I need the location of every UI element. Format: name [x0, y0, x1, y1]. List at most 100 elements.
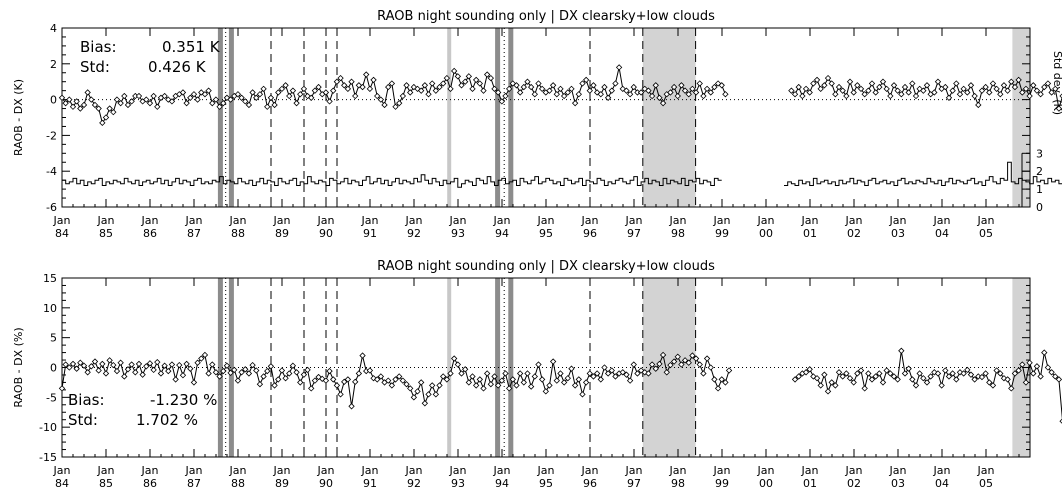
- data-point: [791, 91, 799, 98]
- data-point: [77, 359, 84, 366]
- data-point: [473, 382, 480, 389]
- data-point: [509, 376, 516, 383]
- data-point: [385, 83, 392, 91]
- data-point: [597, 376, 604, 383]
- data-point: [443, 376, 451, 383]
- x-tick-label-month: Jan: [361, 464, 379, 477]
- data-point: [124, 366, 132, 373]
- x-tick-label-month: Jan: [933, 214, 951, 227]
- data-point: [1022, 379, 1030, 386]
- data-point: [685, 359, 692, 366]
- bottom-panel: RAOB night sounding only | DX clearsky+l…: [12, 259, 1062, 490]
- data-point: [802, 85, 810, 93]
- x-tick-label-month: Jan: [317, 464, 335, 477]
- data-point: [538, 85, 546, 93]
- data-point: [62, 361, 69, 368]
- x-tick-label-year: 88: [231, 477, 245, 490]
- data-point: [505, 85, 513, 93]
- data-point: [344, 85, 352, 93]
- data-point: [905, 365, 912, 372]
- right-y-tick-label: 2: [1036, 165, 1043, 178]
- data-point: [502, 92, 509, 100]
- data-point: [418, 379, 425, 386]
- data-point: [700, 370, 707, 377]
- annotation-label: Std:: [80, 58, 110, 76]
- x-tick-label-year: 04: [935, 227, 949, 240]
- data-point: [857, 367, 865, 374]
- data-point: [971, 376, 978, 383]
- x-tick-label-month: Jan: [977, 214, 995, 227]
- data-point: [505, 385, 513, 392]
- data-point: [69, 360, 77, 368]
- data-point: [612, 373, 619, 380]
- data-point: [99, 360, 106, 368]
- data-point: [553, 377, 560, 384]
- annotation-value: 1.702 %: [136, 411, 198, 429]
- data-point: [568, 85, 575, 93]
- data-point: [494, 382, 502, 389]
- x-tick-label-year: 01: [803, 227, 817, 240]
- data-point: [722, 91, 729, 98]
- data-point: [282, 375, 289, 382]
- data-point: [212, 369, 220, 376]
- data-point: [813, 375, 821, 382]
- shaded-span: [1012, 28, 1030, 207]
- data-point: [359, 83, 366, 91]
- data-point: [832, 382, 839, 389]
- data-point: [1011, 83, 1019, 91]
- data-point: [945, 373, 953, 380]
- data-point: [978, 373, 986, 381]
- data-point: [663, 369, 670, 376]
- data-point: [993, 85, 1000, 93]
- data-point: [879, 78, 887, 85]
- data-point: [883, 367, 890, 374]
- x-tick-label-month: Jan: [933, 464, 951, 477]
- x-tick-label-year: 95: [539, 477, 553, 490]
- data-point: [465, 73, 473, 80]
- data-point: [586, 87, 593, 94]
- data-point: [253, 367, 260, 374]
- x-tick-label-month: Jan: [757, 214, 775, 227]
- x-tick-label-month: Jan: [713, 464, 731, 477]
- data-point: [179, 89, 187, 96]
- x-tick-label-month: Jan: [405, 464, 423, 477]
- data-point: [234, 91, 242, 98]
- data-point: [476, 376, 483, 383]
- x-tick-label-year: 85: [99, 477, 113, 490]
- data-point: [949, 370, 956, 377]
- data-point: [73, 365, 80, 372]
- data-point: [997, 370, 1004, 377]
- data-point: [194, 359, 201, 366]
- data-point: [978, 87, 986, 94]
- data-point: [509, 80, 516, 87]
- data-point: [454, 73, 462, 80]
- data-point: [828, 379, 835, 386]
- data-point: [839, 87, 846, 94]
- gray-bar: [508, 28, 514, 207]
- data-point: [293, 100, 300, 107]
- data-point: [659, 100, 667, 107]
- data-point: [832, 91, 839, 98]
- data-point: [271, 101, 278, 109]
- data-point: [887, 92, 894, 100]
- data-point: [498, 377, 505, 384]
- data-point: [1048, 369, 1055, 376]
- data-point: [516, 89, 524, 96]
- data-point: [341, 378, 348, 385]
- data-point: [429, 80, 436, 87]
- data-point: [956, 91, 964, 98]
- x-tick-label-year: 94: [495, 227, 509, 240]
- data-point: [817, 85, 824, 93]
- right-y-tick-label: 0: [1036, 201, 1043, 214]
- top-panel: RAOB night sounding only | DX clearsky+l…: [12, 9, 1062, 240]
- data-point: [700, 92, 707, 100]
- data-point: [128, 98, 135, 105]
- data-point: [571, 100, 579, 107]
- data-point: [491, 373, 498, 380]
- data-point: [440, 80, 447, 87]
- x-tick-label-year: 85: [99, 227, 113, 240]
- y-axis-label: RAOB - DX (%): [12, 327, 25, 407]
- data-point: [967, 371, 975, 378]
- y-tick-label: -4: [46, 165, 57, 178]
- data-point: [901, 370, 909, 377]
